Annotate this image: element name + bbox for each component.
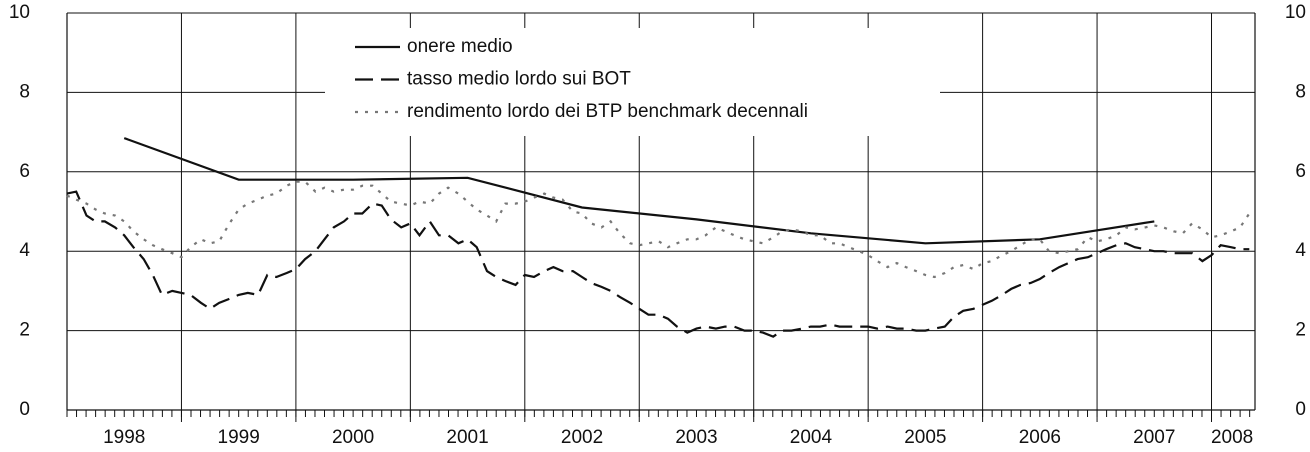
y2-tick-label: 0 (1295, 399, 1306, 420)
y2-tick-label: 2 (1295, 320, 1306, 341)
series-line (123, 137, 1155, 245)
legend-label: tasso medio lordo sui BOT (407, 69, 631, 90)
x-tick-label: 2005 (904, 427, 946, 448)
x-tick-label: 2003 (675, 427, 717, 448)
y-tick-label: 2 (19, 320, 30, 341)
x-tick-label: 2006 (1019, 427, 1061, 448)
y2-tick-label: 8 (1295, 81, 1306, 102)
y-tick-label: 10 (9, 2, 30, 23)
series-line (66, 190, 1250, 338)
legend-label: rendimento lordo dei BTP benchmark decen… (407, 101, 808, 122)
y2-tick-label: 6 (1295, 161, 1306, 182)
x-tick-label: 2004 (790, 427, 833, 448)
y-tick-label: 4 (19, 240, 30, 261)
x-tick-label: 1998 (103, 427, 145, 448)
legend-box (325, 28, 940, 136)
x-tick-label: 1999 (218, 427, 260, 448)
y-tick-label: 0 (19, 399, 30, 420)
x-tick-label: 2001 (446, 427, 488, 448)
x-tick-label: 2008 (1211, 427, 1253, 448)
y2-tick-label: 10 (1285, 2, 1306, 23)
x-tick-label: 2007 (1133, 427, 1175, 448)
legend-label: onere medio (407, 36, 513, 57)
x-tick-label: 2000 (332, 427, 374, 448)
y-tick-label: 8 (19, 81, 30, 102)
series-line (66, 180, 1251, 279)
x-tick-label: 2002 (561, 427, 603, 448)
y2-tick-label: 4 (1295, 240, 1306, 261)
y-tick-label: 6 (19, 161, 30, 182)
